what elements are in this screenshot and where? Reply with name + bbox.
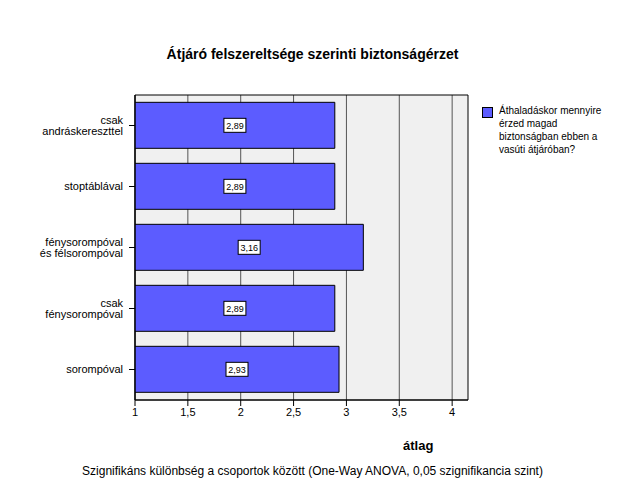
svg-text:2,89: 2,89 (226, 304, 244, 314)
svg-text:2,89: 2,89 (226, 121, 244, 131)
svg-text:3,16: 3,16 (240, 243, 258, 253)
svg-text:4: 4 (449, 406, 455, 418)
svg-text:1: 1 (132, 406, 138, 418)
svg-text:2: 2 (238, 406, 244, 418)
html-text:Áthaladáskor mennyire érzed ma: Áthaladáskor mennyire érzed magad bizton… (499, 105, 602, 155)
svg-text:2,5: 2,5 (286, 406, 301, 418)
svg-text:3: 3 (343, 406, 349, 418)
svg-text:1,5: 1,5 (180, 406, 195, 418)
svg-text:stoptáblával: stoptáblával (64, 180, 123, 192)
html-text:Szignifikáns különbség a csopo: Szignifikáns különbség a csoportok közöt… (82, 464, 543, 478)
svg-text:fénysorompóvalés félsorompóval: fénysorompóvalés félsorompóval (40, 236, 123, 259)
svg-text:2,93: 2,93 (228, 365, 246, 375)
html-text:átlag: átlag (403, 438, 434, 453)
svg-text:csakandráskereszttel: csakandráskereszttel (42, 114, 123, 137)
svg-text:csakfénysorompóval: csakfénysorompóval (45, 297, 123, 320)
svg-text:3,5: 3,5 (392, 406, 407, 418)
svg-text:2,89: 2,89 (226, 182, 244, 192)
svg-text:sorompóval: sorompóval (66, 363, 123, 375)
html-text:Átjáró felszereltsége szerinti: Átjáró felszereltsége szerinti biztonság… (166, 46, 459, 62)
